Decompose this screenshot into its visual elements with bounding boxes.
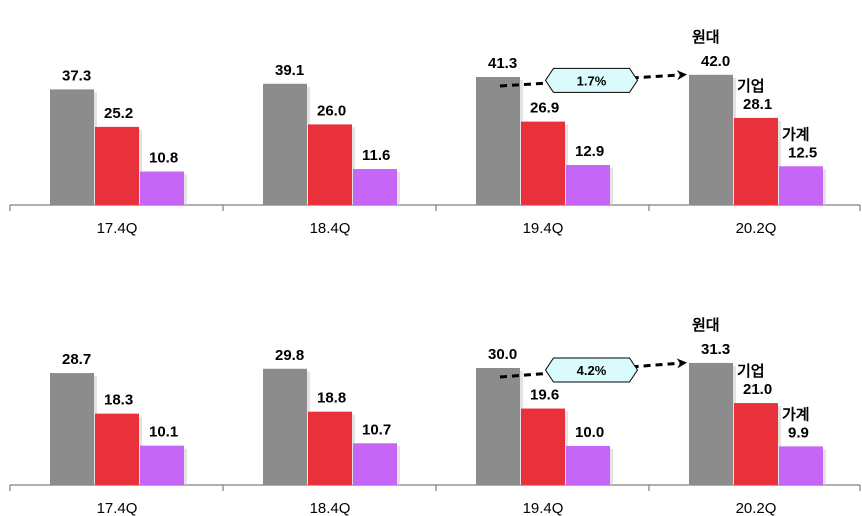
value-label: 41.3 [488, 55, 517, 72]
value-label: 10.0 [575, 424, 604, 441]
bar-20.2Q-원대 [689, 362, 733, 485]
bar-17.4Q-원대 [50, 373, 94, 485]
value-label: 37.3 [62, 67, 91, 84]
category-label: 20.2Q [736, 220, 777, 237]
value-label: 18.8 [317, 390, 346, 407]
value-label: 10.1 [149, 424, 178, 441]
bar-18.4Q-가계 [353, 443, 397, 485]
value-label: 10.8 [149, 150, 178, 167]
value-label: 12.5 [788, 144, 817, 161]
series-label: 가계 [782, 405, 810, 423]
bar-18.4Q-기업 [308, 411, 352, 485]
value-label: 29.8 [275, 347, 304, 364]
bar-19.4Q-원대 [476, 368, 520, 485]
value-label: 42.0 [701, 53, 730, 70]
bar-19.4Q-가계 [566, 165, 610, 205]
bar-20.2Q-기업 [734, 403, 778, 485]
growth-callout [544, 67, 639, 93]
value-label: 19.6 [530, 387, 559, 404]
series-label: 가계 [782, 125, 810, 143]
bar-19.4Q-기업 [521, 408, 565, 485]
category-label: 19.4Q [523, 220, 564, 237]
growth-arrow [499, 70, 687, 88]
bar-18.4Q-원대 [263, 368, 307, 485]
value-label: 26.9 [530, 100, 559, 117]
category-label: 17.4Q [97, 220, 138, 237]
value-label: 28.1 [743, 96, 772, 113]
value-label: 30.0 [488, 346, 517, 363]
growth-callout [544, 357, 639, 383]
series-label: 기업 [737, 362, 765, 380]
bar-20.2Q-원대 [689, 74, 733, 205]
chart-panel-2: 28.7 18.3 10.1 17.4Q 29.8 18.8 10.7 18.4Q 30.0 19… [9, 316, 861, 516]
bar-17.4Q-기업 [95, 126, 139, 205]
value-label: 28.7 [62, 351, 91, 368]
bar-17.4Q-기업 [95, 413, 139, 485]
category-label: 18.4Q [310, 220, 351, 237]
category-label: 17.4Q [97, 500, 138, 516]
series-label: 원대 [692, 28, 720, 46]
bar-18.4Q-원대 [263, 83, 307, 205]
value-label: 21.0 [743, 381, 772, 398]
value-label: 9.9 [788, 424, 809, 441]
category-label: 18.4Q [310, 500, 351, 516]
value-label: 18.3 [104, 392, 133, 409]
bar-19.4Q-가계 [566, 446, 610, 485]
bar-17.4Q-가계 [140, 171, 184, 205]
series-label: 기업 [737, 77, 765, 95]
bar-20.2Q-가계 [779, 446, 823, 485]
bar-17.4Q-원대 [50, 89, 94, 205]
bar-18.4Q-기업 [308, 124, 352, 205]
value-label: 12.9 [575, 143, 604, 160]
category-label: 20.2Q [736, 500, 777, 516]
growth-callout-text: 1.7% [577, 73, 607, 88]
category-label: 19.4Q [523, 500, 564, 516]
bar-17.4Q-가계 [140, 445, 184, 485]
bar-20.2Q-기업 [734, 117, 778, 205]
growth-arrow [499, 358, 687, 379]
value-label: 10.7 [362, 421, 391, 438]
bar-19.4Q-기업 [521, 121, 565, 205]
value-label: 26.0 [317, 102, 346, 119]
bar-20.2Q-가계 [779, 166, 823, 205]
value-label: 25.2 [104, 105, 133, 122]
growth-callout-text: 4.2% [577, 363, 607, 378]
chart-panel-1: 37.3 25.2 10.8 17.4Q 39.1 26.0 11.6 18.4Q 41.3 26… [9, 28, 861, 237]
series-label: 원대 [692, 316, 720, 334]
value-label: 39.1 [275, 62, 304, 79]
bar-18.4Q-가계 [353, 169, 397, 205]
value-label: 31.3 [701, 341, 730, 358]
value-label: 11.6 [362, 147, 390, 164]
bar-19.4Q-원대 [476, 76, 520, 205]
